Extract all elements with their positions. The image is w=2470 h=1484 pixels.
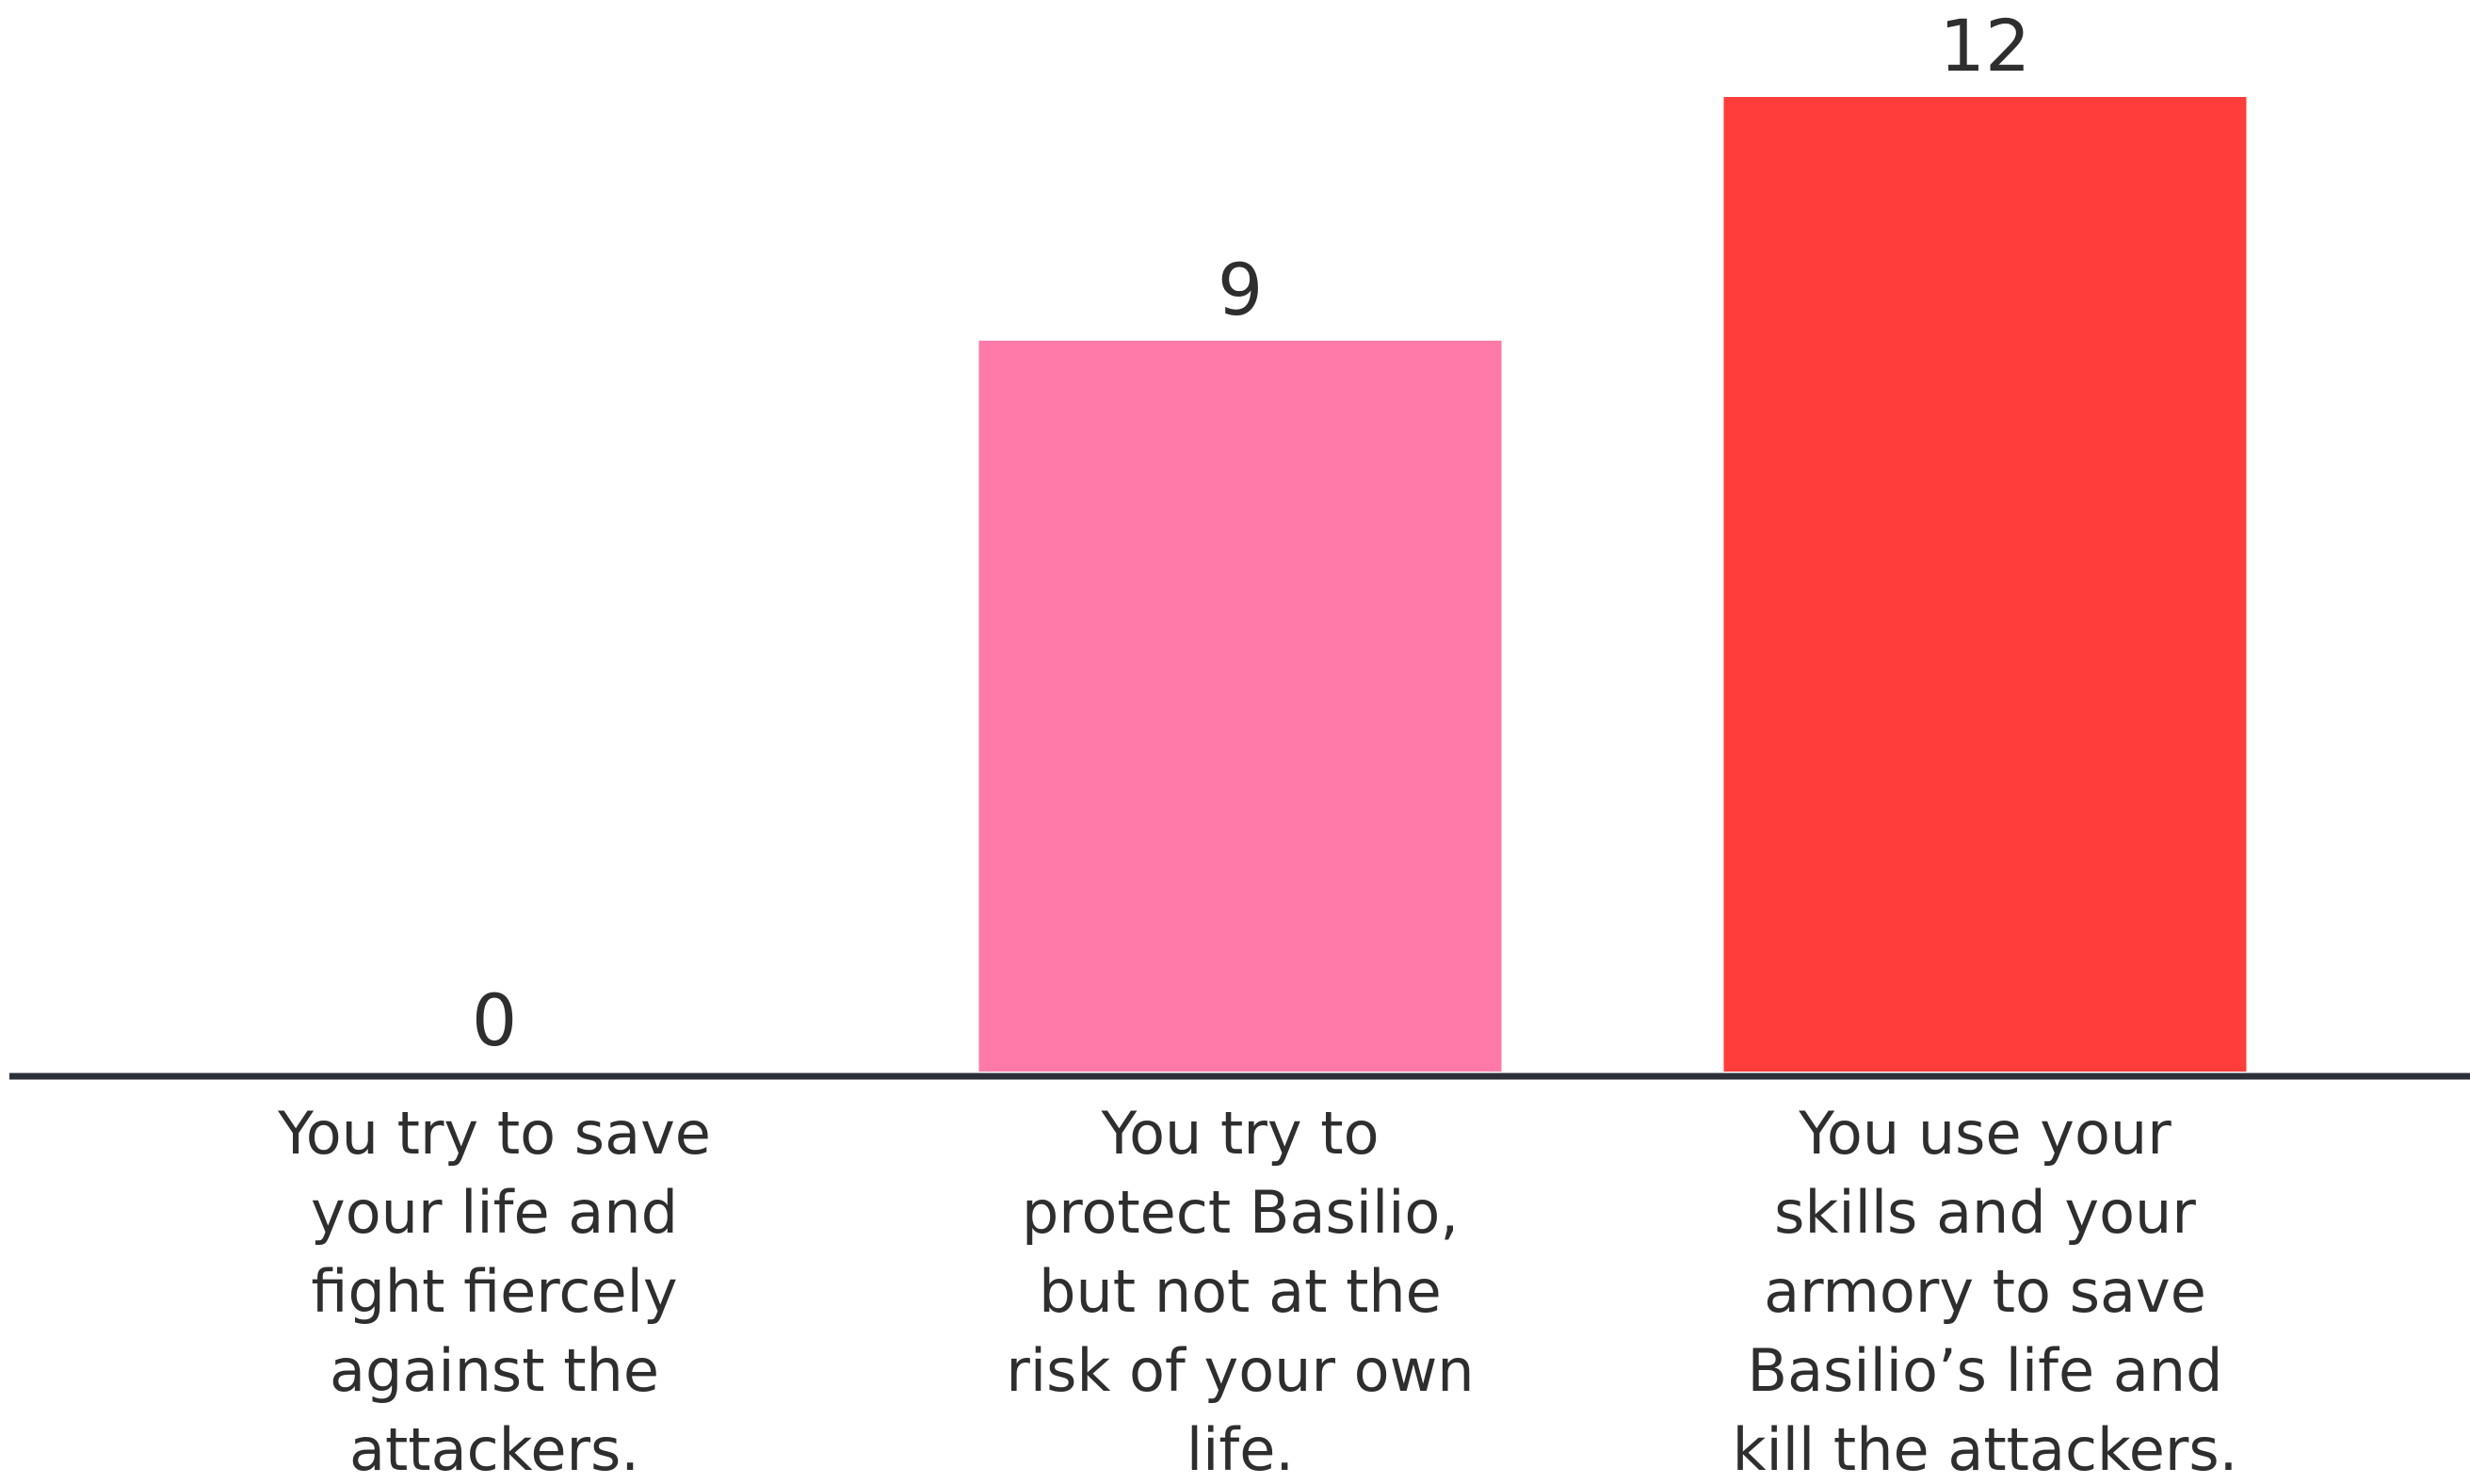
category-label-line: You try to save (277, 1099, 711, 1168)
bar-3 (1723, 97, 2247, 1072)
category-label-line: kill the attackers. (1733, 1415, 2238, 1484)
bars-group (978, 97, 2247, 1072)
category-label-line: attackers. (349, 1415, 639, 1484)
value-labels-group: 0 9 12 (472, 4, 2031, 1062)
category-label-line: against the (330, 1336, 659, 1405)
category-label-line: protect Basilio, (1022, 1178, 1459, 1247)
category-label-line: risk of your own (1006, 1336, 1474, 1405)
category-label-line: armory to save (1764, 1257, 2206, 1326)
value-label-2: 9 (1218, 248, 1263, 331)
category-label-line: skills and your (1774, 1178, 2196, 1247)
category-labels-group: You try to save your life and fight fierce… (277, 1099, 2237, 1484)
category-label-line: You use your (1798, 1099, 2171, 1168)
category-label-line: You try to (1100, 1099, 1379, 1168)
category-label-line: but not at the (1039, 1257, 1442, 1326)
category-label-3: You use your skills and your armory to sav… (1733, 1099, 2238, 1484)
value-label-3: 12 (1940, 4, 2031, 88)
category-label-1: You try to save your life and fight fierce… (277, 1099, 711, 1484)
bar-2 (978, 340, 1502, 1072)
category-label-line: life. (1187, 1415, 1294, 1484)
category-label-line: Basilio’s life and (1748, 1336, 2223, 1405)
category-label-line: fight fiercely (311, 1257, 677, 1326)
value-label-1: 0 (472, 978, 517, 1062)
category-label-2: You try to protect Basilio, but not at the… (1006, 1099, 1474, 1484)
category-label-line: your life and (311, 1178, 678, 1247)
